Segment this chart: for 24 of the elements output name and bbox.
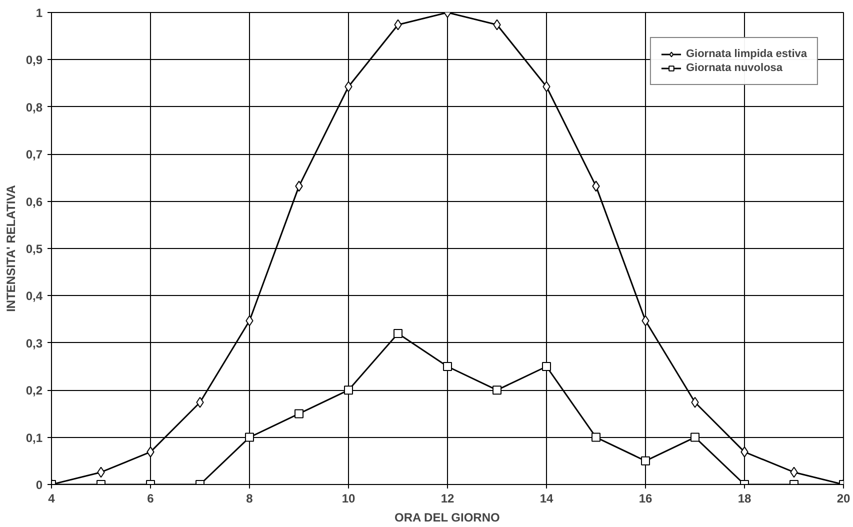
x-tick-label: 4 [48, 492, 56, 506]
y-tick-label: 0,7 [26, 148, 43, 162]
x-tick-label: 14 [540, 492, 554, 506]
y-tick-label: 0,2 [26, 384, 43, 398]
x-tick-label: 8 [246, 492, 254, 506]
y-axis-title: INTENSITA' RELATIVA [4, 184, 18, 312]
legend-label: Giornata limpida estiva [686, 48, 807, 60]
y-tick-label: 1 [36, 6, 43, 20]
legend-label: Giornata nuvolosa [686, 62, 783, 74]
x-tick-label: 6 [147, 492, 154, 506]
x-tick-label: 10 [342, 492, 356, 506]
y-tick-label: 0,5 [26, 242, 43, 256]
y-tick-label: 0,8 [26, 100, 43, 114]
x-axis-title: ORA DEL GIORNO [394, 510, 500, 524]
y-tick-label: 0,6 [26, 194, 43, 209]
x-tick-label: 18 [738, 492, 752, 506]
y-tick-label: 0,9 [26, 53, 43, 68]
y-tick-label: 0,3 [26, 336, 43, 350]
y-tick-label: 0,1 [26, 430, 43, 445]
y-tick-label: 0,4 [26, 289, 43, 304]
x-tick-label: 16 [638, 492, 652, 506]
y-tick-label: 0 [36, 478, 43, 492]
x-tick-label: 20 [836, 492, 850, 506]
x-tick-label: 12 [440, 492, 454, 506]
